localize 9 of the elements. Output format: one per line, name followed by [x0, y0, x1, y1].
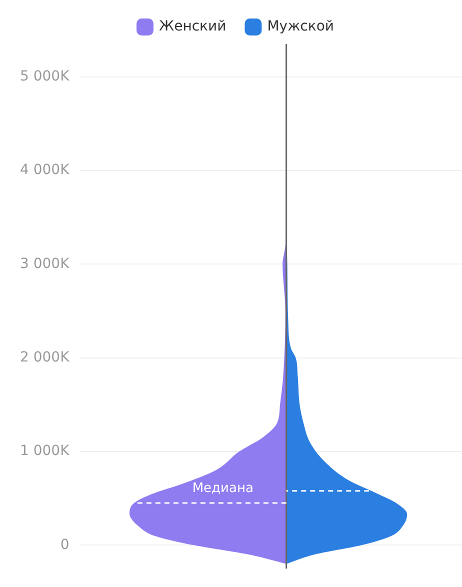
- y-tick-label: 0: [60, 536, 70, 553]
- y-tick-label: 1 000K: [20, 443, 70, 460]
- legend-label: Женский: [159, 18, 226, 35]
- y-tick-label: 2 000K: [20, 349, 70, 366]
- y-tick-label: 4 000K: [20, 162, 70, 178]
- legend-label: Мужской: [267, 18, 334, 35]
- y-tick-label: 5 000K: [20, 68, 70, 84]
- y-tick-label: 3 000K: [20, 256, 70, 272]
- ref-line-label: Медиана: [192, 480, 254, 496]
